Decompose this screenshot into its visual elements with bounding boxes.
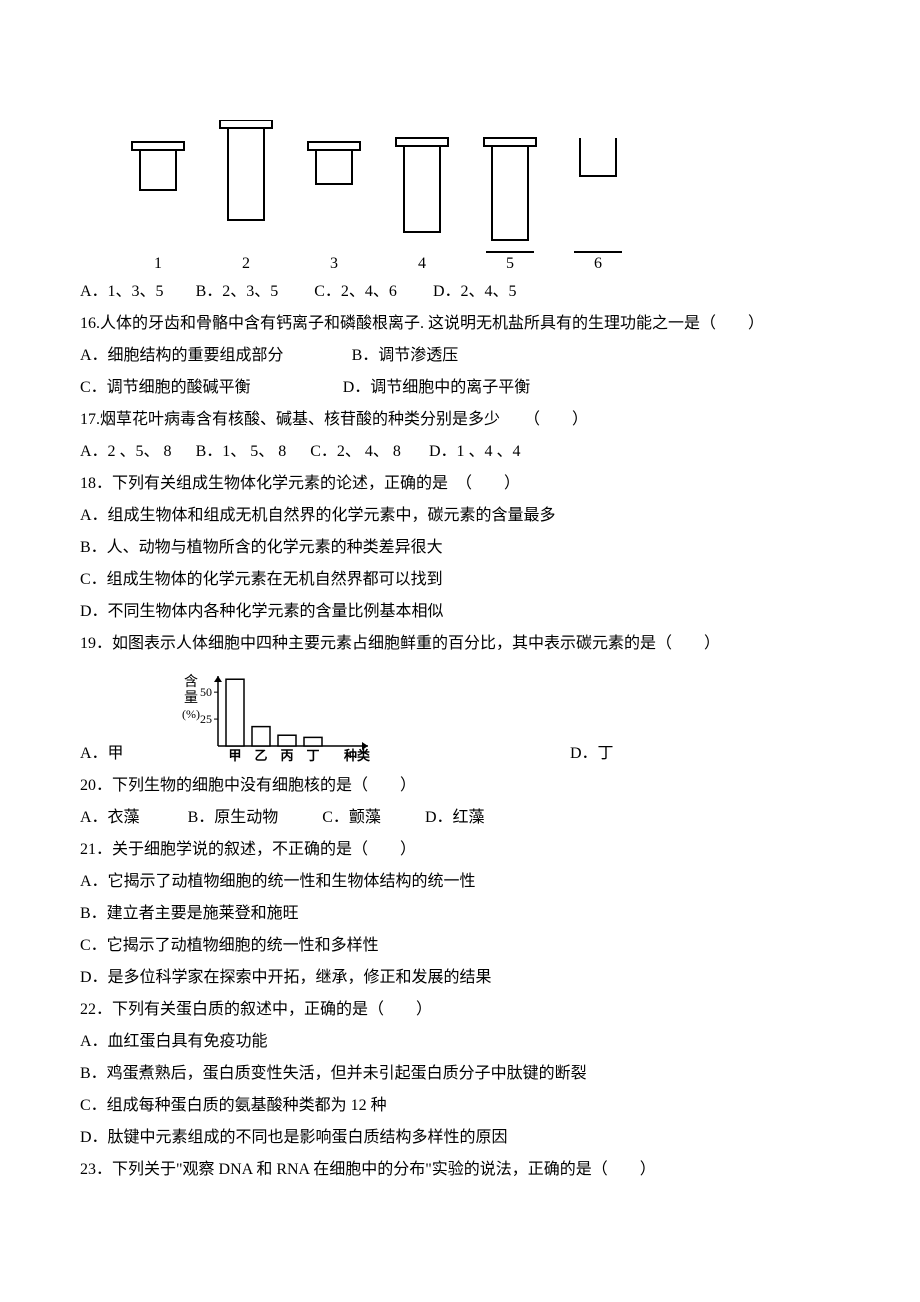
q16-opt-b: B．调节渗透压 xyxy=(352,347,459,364)
q18-stem: 18．下列有关组成生物体化学元素的论述，正确的是 （ ） xyxy=(80,468,840,500)
svg-text:乙: 乙 xyxy=(254,748,267,763)
svg-text:50: 50 xyxy=(200,685,212,699)
svg-text:5: 5 xyxy=(506,255,514,270)
q19-stem: 19．如图表示人体细胞中四种主要元素占细胞鲜重的百分比，其中表示碳元素的是（ ） xyxy=(80,628,840,660)
svg-text:3: 3 xyxy=(330,255,338,270)
svg-text:量: 量 xyxy=(184,690,198,706)
q21-opt-c: C．它揭示了动植物细胞的统一性和多样性 xyxy=(80,930,840,962)
svg-text:丙: 丙 xyxy=(280,748,293,763)
q19-chart-row: A．甲 含量(%)50 25 甲乙丙丁 种类 D．丁 xyxy=(80,660,840,770)
q22-opt-b: B．鸡蛋煮熟后，蛋白质变性失活，但并未引起蛋白质分子中肽键的断裂 xyxy=(80,1058,840,1090)
q15-opt-c: C．2、4、6 xyxy=(314,283,397,300)
q16-row1: A．细胞结构的重要组成部分 B．调节渗透压 xyxy=(80,340,840,372)
svg-text:含: 含 xyxy=(184,674,198,690)
svg-text:4: 4 xyxy=(418,255,426,270)
q18-opt-c: C．组成生物体的化学元素在无机自然界都可以找到 xyxy=(80,564,840,596)
q15-opt-d: D．2、4、5 xyxy=(433,283,517,300)
q17-opt-c: C．2、 4、 8 xyxy=(310,443,401,460)
q17-opts: A．2 、5、 8 B．1、 5、 8 C．2、 4、 8 D．1 、4 、4 xyxy=(80,436,840,468)
q22-opt-c: C．组成每种蛋白质的氨基酸种类都为 12 种 xyxy=(80,1090,840,1122)
q21-stem: 21．关于细胞学说的叙述，不正确的是（ ） xyxy=(80,834,840,866)
q18-opt-a: A．组成生物体和组成无机自然界的化学元素中，碳元素的含量最多 xyxy=(80,500,840,532)
q16-opt-a: A．细胞结构的重要组成部分 xyxy=(80,347,284,364)
svg-text:2: 2 xyxy=(242,255,250,270)
svg-text:种类: 种类 xyxy=(343,748,371,763)
q19-opt-d: D．丁 xyxy=(570,738,614,770)
q16-opt-c: C．调节细胞的酸碱平衡 xyxy=(80,379,251,396)
q16-row2: C．调节细胞的酸碱平衡 D．调节细胞中的离子平衡 xyxy=(80,372,840,404)
q17-opt-a: A．2 、5、 8 xyxy=(80,443,172,460)
q19-bar-chart: 含量(%)50 25 甲乙丙丁 种类 xyxy=(160,660,390,770)
q16-opt-d: D．调节细胞中的离子平衡 xyxy=(343,379,531,396)
q21-opt-a: A．它揭示了动植物细胞的统一性和生物体结构的统一性 xyxy=(80,866,840,898)
q22-opt-d: D．肽键中元素组成的不同也是影响蛋白质结构多样性的原因 xyxy=(80,1122,840,1154)
svg-text:甲: 甲 xyxy=(228,748,241,763)
q20-stem: 20．下列生物的细胞中没有细胞核的是（ ） xyxy=(80,770,840,802)
q21-opt-b: B．建立者主要是施莱登和施旺 xyxy=(80,898,840,930)
q20-opts: A．衣藻 B．原生动物 C．颤藻 D．红藻 xyxy=(80,802,840,834)
q18-opt-d: D．不同生物体内各种化学元素的含量比例基本相似 xyxy=(80,596,840,628)
q18-opt-b: B．人、动物与植物所含的化学元素的种类差异很大 xyxy=(80,532,840,564)
svg-text:6: 6 xyxy=(594,255,602,270)
q20-opt-d: D．红藻 xyxy=(425,809,485,826)
q15-opt-a: A．1、3、5 xyxy=(80,283,164,300)
q15-options: A．1、3、5 B．2、3、5 C．2、4、6 D．2、4、5 xyxy=(80,276,840,308)
svg-text:25: 25 xyxy=(200,712,212,726)
q21-opt-d: D．是多位科学家在探索中开拓，继承，修正和发展的结果 xyxy=(80,962,840,994)
q17-opt-d: D．1 、4 、4 xyxy=(429,443,521,460)
q20-opt-b: B．原生动物 xyxy=(188,809,279,826)
svg-text:丁: 丁 xyxy=(306,748,319,763)
q19-opt-a: A．甲 xyxy=(80,738,160,770)
q15-opt-b: B．2、3、5 xyxy=(196,283,279,300)
q15-diagram: 1 2 3 4 5 6 xyxy=(120,120,840,270)
q17-stem: 17.烟草花叶病毒含有核酸、碱基、核苷酸的种类分别是多少 （ ） xyxy=(80,404,840,436)
svg-text:1: 1 xyxy=(154,255,162,270)
q22-opt-a: A．血红蛋白具有免疫功能 xyxy=(80,1026,840,1058)
diagram-svg: 1 2 3 4 5 6 xyxy=(120,120,660,270)
q23-stem: 23．下列关于"观察 DNA 和 RNA 在细胞中的分布"实验的说法，正确的是（… xyxy=(80,1154,840,1186)
q22-stem: 22．下列有关蛋白质的叙述中，正确的是（ ） xyxy=(80,994,840,1026)
q20-opt-c: C．颤藻 xyxy=(322,809,381,826)
q16-stem: 16.人体的牙齿和骨骼中含有钙离子和磷酸根离子. 这说明无机盐所具有的生理功能之… xyxy=(80,308,840,340)
q17-opt-b: B．1、 5、 8 xyxy=(196,443,287,460)
q20-opt-a: A．衣藻 xyxy=(80,809,140,826)
svg-text:(%): (%) xyxy=(182,707,200,721)
